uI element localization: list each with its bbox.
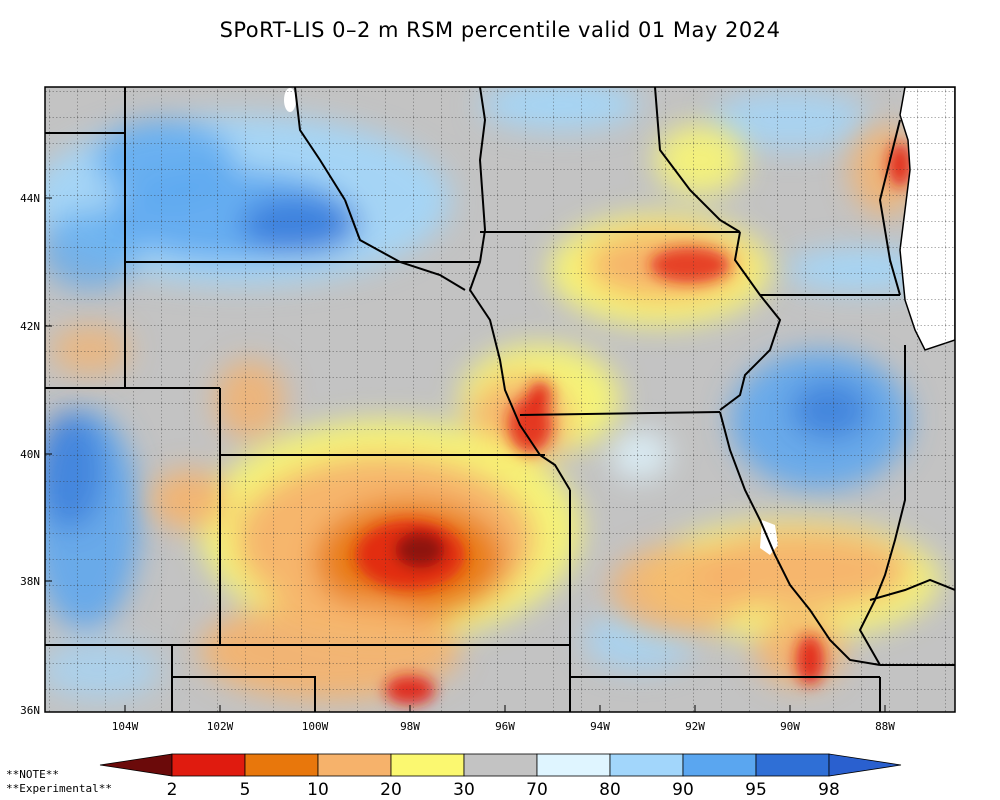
map-title: SPoRT-LIS 0–2 m RSM percentile valid 01 …	[219, 18, 781, 42]
colorbar-segment	[536, 753, 611, 777]
experimental-label: **Experimental**	[6, 782, 112, 795]
lon-label: 102W	[207, 720, 234, 733]
lat-label: 40N	[20, 448, 40, 461]
colorbar-segment	[317, 753, 392, 777]
colorbar-segment	[463, 753, 538, 777]
lat-label: 44N	[20, 192, 40, 205]
lon-label: 90W	[780, 720, 800, 733]
lat-label: 36N	[20, 704, 40, 717]
colorbar-segment	[609, 753, 684, 777]
colorbar	[99, 753, 902, 777]
lon-label: 96W	[495, 720, 515, 733]
colorbar-arrow-high	[828, 753, 902, 777]
lon-ticks	[124, 705, 886, 712]
colorbar-segment	[682, 753, 757, 777]
note-label: **NOTE**	[6, 768, 59, 781]
longitude-labels: 104W 102W 100W 98W 96W 94W 92W 90W 88W	[112, 705, 895, 733]
colorbar-segment	[171, 753, 246, 777]
lon-label: 92W	[685, 720, 705, 733]
colorbar-segment	[390, 753, 465, 777]
map-frame	[44, 86, 956, 713]
lon-label: 104W	[112, 720, 139, 733]
lat-label: 38N	[20, 575, 40, 588]
lat-label: 42N	[20, 320, 40, 333]
lon-label: 88W	[875, 720, 895, 733]
colorbar-arrow-low	[99, 753, 173, 777]
lon-label: 98W	[400, 720, 420, 733]
map-field	[45, 87, 955, 712]
county-grid	[45, 87, 955, 712]
colorbar-segment	[755, 753, 830, 777]
latitude-labels: 44N 42N 40N 38N 36N	[20, 192, 52, 717]
lat-ticks	[45, 197, 52, 582]
state-boundaries	[45, 87, 955, 712]
lon-label: 94W	[590, 720, 610, 733]
colorbar-segment	[244, 753, 319, 777]
lon-label: 100W	[302, 720, 329, 733]
